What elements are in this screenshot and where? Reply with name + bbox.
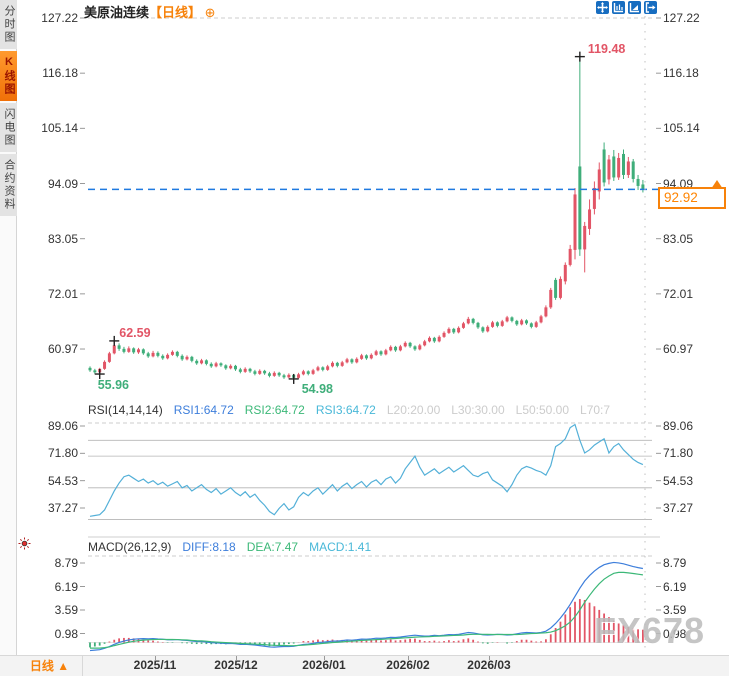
macd-axis-tick-left-1: 6.19 (54, 579, 78, 594)
chart-title: 美原油连续【日线】 ⊕ (84, 2, 216, 21)
current-price-value: 92.92 (664, 190, 698, 205)
left-tab-sidebar: 分时图 K线图闪电图合约资料 (0, 0, 17, 655)
bottom-axis-bar: 日线 ▲ 2025/11 2025/12 2026/01 2026/02 2026/03 (0, 655, 729, 676)
macd-legend: MACD(26,12,9) DIFF:8.18 DEA:7.47 MACD:1.41 (88, 540, 382, 554)
rsi-axis-tick-right-3: 37.27 (663, 500, 694, 515)
rsi-axis-tick-right-2: 54.53 (663, 473, 694, 488)
period-selector[interactable]: 日线 ▲ (17, 656, 83, 676)
macd-legend-item-0: DIFF:8.18 (182, 540, 236, 554)
price-axis-tick-left-0: 127.22 (41, 11, 78, 25)
macd-axis-tick-left-0: 8.79 (54, 556, 78, 570)
symbol-name: 美原油连续 (84, 5, 150, 20)
rsi-axis-tick-left-1: 71.80 (47, 446, 78, 461)
axis-range-icon[interactable] (612, 1, 625, 14)
rsi-legend-item-6: L70:7 (580, 403, 611, 417)
month-label-1: 2025/12 (214, 658, 258, 672)
price-marker-119.48: 119.48 (587, 41, 626, 56)
rsi-axis-tick-right-1: 71.80 (663, 446, 694, 461)
rsi-axis-tick-left-2: 54.53 (47, 473, 78, 488)
macd-axis-tick-right-2: 3.59 (663, 603, 687, 617)
month-tick-4 (489, 656, 490, 660)
indicator-settings-icon[interactable] (18, 537, 31, 550)
exit-icon[interactable] (644, 1, 657, 14)
month-tick-3 (408, 656, 409, 660)
macd-axis-tick-right-0: 8.79 (663, 556, 687, 570)
rsi-legend-item-2: RSI3:64.72 (315, 403, 376, 417)
rsi-axis-tick-right-0: 89.06 (663, 419, 694, 433)
month-tick-0 (155, 656, 156, 660)
month-tick-2 (324, 656, 325, 660)
macd-axis-tick-right-3: 0.98 (663, 626, 687, 641)
price-axis-tick-left-5: 72.01 (47, 286, 78, 301)
rsi-legend-item-0: RSI1:64.72 (173, 403, 234, 417)
price-axis-tick-left-2: 105.14 (41, 121, 78, 136)
price-marker-62.59: 62.59 (119, 325, 151, 340)
price-axis-tick-left-4: 83.05 (47, 231, 78, 246)
period-tag: 【日线】 (149, 5, 202, 20)
month-label-3: 2026/02 (386, 658, 430, 672)
current-price-box: 92.92 (658, 187, 726, 209)
month-label-0: 2025/11 (133, 658, 177, 672)
price-axis-tick-left-1: 116.18 (42, 66, 78, 81)
macd-axis-tick-right-1: 6.19 (663, 579, 687, 594)
price-axis-tick-right-1: 116.18 (663, 66, 699, 81)
macd-axis-tick-left-2: 3.59 (54, 603, 78, 617)
rsi-legend-item-4: L30:30.00 (451, 403, 505, 417)
macd-legend-name: MACD(26,12,9) (88, 540, 172, 554)
chart-canvas[interactable] (0, 0, 729, 655)
period-label: 日线 (29, 659, 54, 673)
macd-legend-item-2: MACD:1.41 (309, 540, 372, 554)
price-axis-tick-left-3: 94.09 (47, 176, 78, 191)
month-label-2: 2026/01 (302, 658, 346, 672)
month-tick-1 (236, 656, 237, 660)
macd-axis-tick-left-3: 0.98 (54, 626, 78, 641)
price-up-arrow-icon (711, 180, 723, 189)
price-axis-tick-right-6: 60.97 (663, 342, 694, 357)
rsi-legend: RSI(14,14,14) RSI1:64.72 RSI2:64.72 RSI3:64… (88, 403, 621, 417)
rsi-axis-tick-left-0: 89.06 (47, 419, 78, 433)
rsi-legend-item-5: L50:50.00 (515, 403, 570, 417)
rsi-legend-item-3: L20:20.00 (386, 403, 441, 417)
rsi-legend-item-1: RSI2:64.72 (244, 403, 305, 417)
price-axis-tick-right-4: 83.05 (663, 231, 694, 246)
rsi-axis-tick-left-3: 37.27 (47, 500, 78, 515)
add-indicator-icon[interactable]: ⊕ (204, 5, 216, 20)
sidebar-tab-0[interactable]: 分时图 (0, 0, 17, 49)
sidebar-tab-2[interactable]: 闪电图 (0, 103, 17, 152)
crosshair-icon[interactable] (596, 1, 609, 14)
sidebar-tab-3[interactable]: 合约资料 (0, 154, 17, 216)
macd-legend-item-1: DEA:7.47 (246, 540, 299, 554)
price-axis-tick-right-5: 72.01 (663, 286, 694, 301)
price-axis-tick-left-6: 60.97 (47, 342, 78, 357)
price-axis-tick-right-2: 105.14 (663, 121, 700, 136)
price-marker-54.98: 54.98 (301, 381, 333, 396)
price-marker-55.96: 55.96 (97, 378, 129, 393)
rsi-legend-name: RSI(14,14,14) (88, 403, 163, 417)
price-axis-tick-right-0: 127.22 (663, 11, 700, 25)
period-up-arrow-icon: ▲ (57, 659, 70, 673)
axis-scale-icon[interactable] (628, 1, 641, 14)
chart-toolbar (596, 1, 657, 14)
sidebar-tab-1[interactable]: K线图 (0, 51, 17, 101)
month-label-4: 2026/03 (467, 658, 511, 672)
fx678-watermark: FX678 (594, 610, 706, 651)
